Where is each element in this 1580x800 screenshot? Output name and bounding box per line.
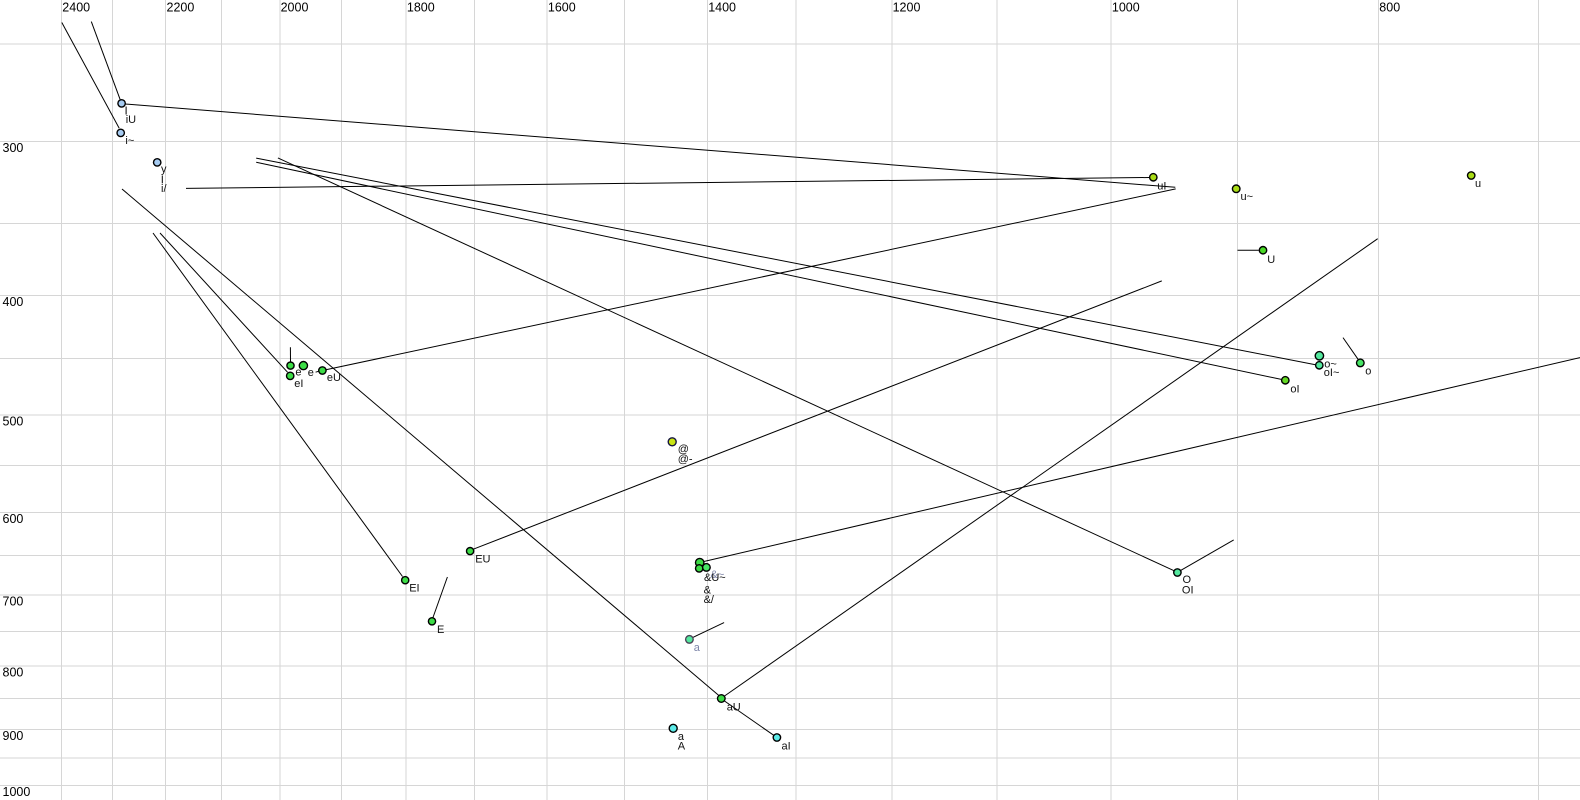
svg-text:uI: uI [1157,180,1166,192]
svg-text:700: 700 [3,594,24,608]
svg-text:&: & [704,584,712,596]
svg-text:300: 300 [3,141,24,155]
svg-text:oI~: oI~ [1324,367,1340,379]
svg-text:2200: 2200 [167,1,195,15]
svg-text:800: 800 [3,666,24,680]
svg-text:1400: 1400 [708,1,736,15]
svg-text:o: o [1365,366,1371,378]
svg-text:E: E [437,624,444,636]
svg-text:OI: OI [1182,584,1194,596]
svg-text:u~: u~ [1241,191,1254,203]
svg-text:aI: aI [782,740,791,752]
svg-text:eI: eI [294,378,303,390]
svg-text:e: e [308,367,314,379]
svg-text:a: a [694,642,701,654]
svg-text:e: e [295,367,301,379]
svg-text:O: O [1183,574,1192,586]
svg-text:@-: @- [678,454,693,466]
svg-text:o~: o~ [1324,358,1337,370]
svg-text:800: 800 [1379,1,1400,15]
svg-text:1000: 1000 [3,785,31,799]
svg-text:oI: oI [1290,383,1299,395]
svg-text:1600: 1600 [548,1,576,15]
svg-text:2000: 2000 [281,1,309,15]
svg-text:aU: aU [727,701,741,713]
svg-text:i/: i/ [161,183,167,195]
svg-text:iU: iU [126,114,136,126]
svg-text:&U~: &U~ [704,572,726,584]
svg-text:&/: &/ [704,594,715,606]
svg-text:500: 500 [3,414,24,428]
svg-text:a: a [678,731,685,743]
svg-text:u: u [1475,178,1481,190]
svg-text:EI: EI [409,583,419,595]
svg-text:y: y [161,164,167,176]
svg-text:U: U [1267,254,1275,266]
svg-text:1800: 1800 [407,1,435,15]
svg-text:2400: 2400 [62,1,90,15]
svg-text:&~: &~ [711,569,725,581]
svg-text:600: 600 [3,512,24,526]
svg-text:i~: i~ [125,135,134,147]
svg-text:EU: EU [475,553,490,565]
svg-text:@: @ [678,443,689,455]
svg-text:400: 400 [3,295,24,309]
svg-text:900: 900 [3,729,24,743]
svg-text:A: A [678,740,686,752]
svg-text:1000: 1000 [1112,1,1140,15]
svg-text:1200: 1200 [893,1,921,15]
svg-text:eU: eU [327,372,341,384]
